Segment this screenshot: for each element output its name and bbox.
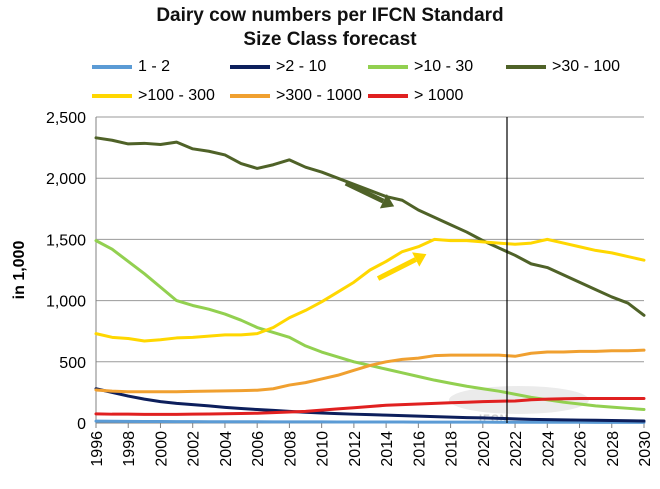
- y-tick-label-2500: 2,500: [46, 110, 86, 127]
- series-line-2: [94, 387, 646, 423]
- chart-title: Dairy cow numbers per IFCN Standard Size…: [0, 4, 660, 52]
- arrow-growth-head: [412, 252, 427, 267]
- series-line-5: [94, 237, 646, 343]
- series-line-7: [94, 397, 646, 416]
- chart-title-line-1: Dairy cow numbers per IFCN Standard: [156, 5, 504, 26]
- chart-title-line-2: Size Class forecast: [243, 29, 417, 50]
- x-tick-label-2030: 2030: [637, 431, 654, 467]
- x-tick-label-2026: 2026: [573, 431, 590, 467]
- series-line-3: [94, 239, 646, 412]
- x-tick-label-2022: 2022: [508, 431, 525, 467]
- x-tick-label-2014: 2014: [379, 431, 396, 467]
- x-tick-label-2004: 2004: [218, 431, 235, 467]
- x-tick-label-2002: 2002: [186, 431, 203, 467]
- y-tick-label-2000: 2,000: [46, 171, 86, 188]
- arrow-growth-shaft: [376, 257, 417, 281]
- x-tick-label-2024: 2024: [540, 431, 557, 467]
- x-tick-label-2016: 2016: [411, 431, 428, 467]
- x-tick-label-2006: 2006: [250, 431, 267, 467]
- arrow-decline-head: [379, 193, 395, 209]
- x-tick-label-2000: 2000: [153, 431, 170, 467]
- x-tick-label-2010: 2010: [315, 431, 332, 467]
- y-tick-label-1500: 1,500: [46, 232, 86, 249]
- y-tick-label-500: 500: [59, 355, 86, 372]
- x-tick-label-1998: 1998: [121, 431, 138, 467]
- series-line-6: [94, 348, 646, 394]
- arrow-decline-shaft: [344, 180, 385, 204]
- x-tick-label-1996: 1996: [89, 431, 106, 467]
- series-line-4: [94, 136, 646, 317]
- y-tick-label-0: 0: [77, 416, 86, 433]
- x-tick-label-2012: 2012: [347, 431, 364, 467]
- x-tick-label-2008: 2008: [282, 431, 299, 467]
- x-tick-label-2028: 2028: [605, 431, 622, 467]
- y-axis-label: in 1,000: [11, 241, 28, 300]
- y-tick-label-1000: 1,000: [46, 294, 86, 311]
- series-line-1: [94, 419, 646, 424]
- x-tick-label-2018: 2018: [444, 431, 461, 467]
- x-tick-label-2020: 2020: [476, 431, 493, 467]
